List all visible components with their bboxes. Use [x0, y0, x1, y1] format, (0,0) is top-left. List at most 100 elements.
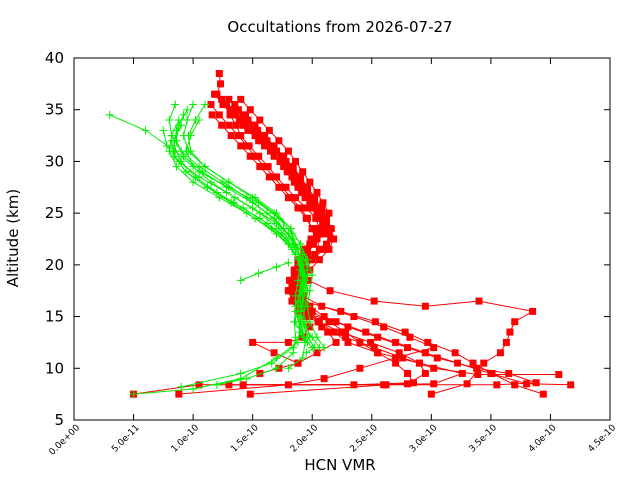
red-data-point: [313, 230, 321, 238]
green-data-point: [177, 382, 186, 391]
red-data-point: [302, 214, 310, 222]
red-data-point: [315, 318, 323, 326]
red-data-point: [261, 132, 269, 140]
red-data-point: [225, 121, 233, 129]
red-data-point: [256, 116, 264, 124]
red-data-point: [288, 163, 296, 171]
red-data-point: [314, 214, 322, 222]
red-data-point: [237, 142, 245, 150]
red-data-point: [243, 142, 251, 150]
red-data-point: [374, 349, 382, 357]
green-data-point: [272, 364, 281, 373]
red-data-point: [249, 338, 257, 346]
red-data-point: [276, 157, 284, 165]
red-data-point: [306, 323, 314, 331]
red-data-point: [244, 126, 252, 134]
green-data-point: [141, 126, 150, 135]
red-data-point: [404, 380, 412, 388]
red-data-point: [318, 302, 326, 310]
red-data-point: [238, 116, 246, 124]
red-data-point: [228, 106, 236, 114]
red-data-point: [246, 390, 254, 398]
x-axis-label: HCN VMR: [304, 456, 375, 474]
green-data-point: [298, 276, 307, 285]
red-data-point: [325, 230, 333, 238]
red-data-point: [292, 194, 300, 202]
red-data-point: [523, 380, 531, 388]
red-data-point: [270, 152, 278, 160]
green-data-point: [286, 224, 295, 233]
red-data-point: [207, 101, 215, 109]
red-data-point: [275, 137, 283, 145]
red-data-point: [370, 297, 378, 305]
red-data-point: [219, 101, 227, 109]
red-data-point: [318, 214, 326, 222]
red-data-point: [237, 95, 245, 103]
y-axis-label: Altitude (km): [4, 189, 22, 287]
red-data-point: [302, 204, 310, 212]
green-data-point: [201, 100, 210, 109]
red-data-point: [320, 313, 328, 321]
green-data-point: [308, 343, 317, 352]
green-data-point: [191, 116, 200, 125]
red-data-point: [399, 354, 407, 362]
red-data-point: [296, 178, 304, 186]
green-data-point: [186, 147, 195, 156]
red-data-point: [539, 390, 547, 398]
red-data-point: [265, 126, 273, 134]
red-data-point: [427, 390, 435, 398]
y-tick-label: 25: [45, 204, 64, 222]
red-data-point: [195, 381, 203, 389]
red-series: [130, 70, 575, 398]
green-data-point: [189, 384, 198, 393]
red-data-point: [415, 359, 423, 367]
red-data-point: [292, 287, 300, 295]
red-data-point: [371, 318, 379, 326]
red-data-point: [315, 245, 323, 253]
red-data-point: [323, 214, 331, 222]
red-data-point: [433, 354, 441, 362]
green-data-point: [201, 162, 210, 171]
red-data-point: [392, 338, 400, 346]
green-data-point: [308, 333, 317, 342]
red-data-point: [529, 307, 537, 315]
red-data-point: [320, 230, 328, 238]
red-data-point: [215, 70, 223, 78]
red-data-point: [567, 381, 575, 389]
green-data-point: [165, 116, 174, 125]
red-data-point: [228, 111, 236, 119]
series-layer: [105, 70, 575, 399]
red-data-point: [367, 338, 375, 346]
red-data-point: [299, 183, 307, 191]
y-tick-label: 35: [45, 101, 64, 119]
green-data-point: [212, 380, 221, 389]
red-data-point: [308, 240, 316, 248]
red-data-point: [292, 173, 300, 181]
red-data-point: [421, 302, 429, 310]
x-tick-label: 4.5e-10: [587, 423, 619, 455]
red-data-point: [265, 173, 273, 181]
red-data-point: [314, 209, 322, 217]
red-data-point: [256, 163, 264, 171]
red-data-point: [344, 323, 352, 331]
red-data-point: [306, 194, 314, 202]
green-data-point: [272, 262, 281, 271]
red-data-point: [257, 137, 265, 145]
red-data-point: [284, 194, 292, 202]
red-data-point: [327, 225, 335, 233]
red-data-point: [227, 132, 235, 140]
red-data-point: [292, 157, 300, 165]
green-data-point: [177, 121, 186, 130]
red-data-point: [225, 381, 233, 389]
green-data-point: [242, 374, 251, 383]
red-data-point: [421, 349, 429, 357]
red-data-point: [458, 369, 466, 377]
green-data-point: [302, 348, 311, 357]
green-profile-line: [183, 104, 311, 338]
red-data-point: [308, 225, 316, 233]
red-data-point: [337, 328, 345, 336]
red-data-point: [350, 381, 358, 389]
green-data-point: [179, 152, 188, 161]
red-data-point: [430, 380, 438, 388]
red-data-point: [299, 168, 307, 176]
